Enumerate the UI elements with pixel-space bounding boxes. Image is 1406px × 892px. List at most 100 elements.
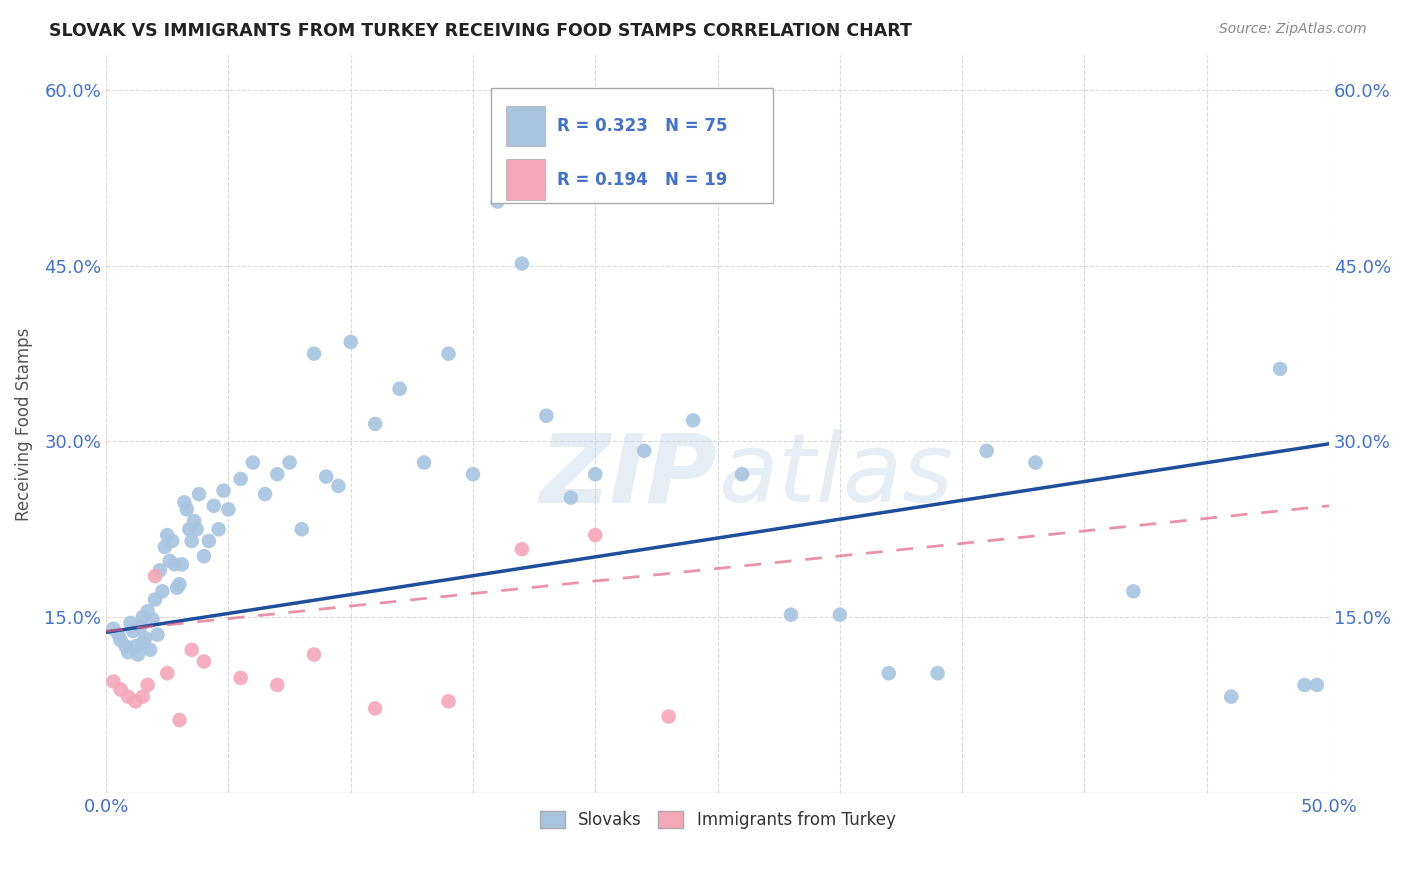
Point	[780, 607, 803, 622]
Point	[160, 533, 183, 548]
Point	[103, 622, 125, 636]
Point	[682, 413, 704, 427]
Point	[169, 577, 191, 591]
Point	[136, 678, 159, 692]
Point	[136, 604, 159, 618]
Point	[633, 443, 655, 458]
Point	[193, 655, 215, 669]
Point	[1220, 690, 1243, 704]
FancyBboxPatch shape	[506, 106, 546, 146]
Point	[124, 694, 146, 708]
Point	[339, 334, 361, 349]
Point	[134, 631, 156, 645]
Point	[114, 640, 136, 654]
FancyBboxPatch shape	[491, 88, 772, 202]
Point	[124, 640, 146, 654]
Point	[143, 569, 166, 583]
Point	[163, 558, 186, 572]
Point	[117, 645, 139, 659]
Point	[1024, 456, 1046, 470]
Point	[242, 456, 264, 470]
Point	[437, 694, 460, 708]
Text: Source: ZipAtlas.com: Source: ZipAtlas.com	[1219, 22, 1367, 37]
Point	[132, 610, 155, 624]
Point	[437, 346, 460, 360]
Point	[266, 678, 288, 692]
Point	[217, 502, 239, 516]
Point	[1268, 362, 1291, 376]
Point	[117, 690, 139, 704]
Point	[156, 666, 179, 681]
Point	[510, 542, 533, 557]
Point	[188, 487, 211, 501]
Point	[173, 495, 195, 509]
Point	[156, 528, 179, 542]
Point	[110, 682, 132, 697]
Point	[139, 643, 162, 657]
Point	[169, 713, 191, 727]
Point	[180, 533, 202, 548]
Point	[927, 666, 949, 681]
Point	[103, 674, 125, 689]
Point	[1122, 584, 1144, 599]
Point	[461, 467, 484, 482]
Point	[143, 592, 166, 607]
Point	[229, 472, 252, 486]
Point	[328, 479, 350, 493]
Point	[198, 533, 221, 548]
Point	[486, 194, 509, 209]
Point	[149, 563, 172, 577]
Point	[120, 615, 142, 630]
Point	[560, 491, 582, 505]
Point	[1294, 678, 1316, 692]
Text: atlas: atlas	[717, 429, 952, 522]
Point	[132, 690, 155, 704]
Point	[153, 540, 176, 554]
Point	[315, 469, 337, 483]
Point	[183, 514, 205, 528]
Point	[877, 666, 900, 681]
Point	[142, 612, 165, 626]
Point	[146, 627, 169, 641]
Point	[976, 443, 998, 458]
Point	[388, 382, 411, 396]
Point	[302, 648, 325, 662]
Point	[510, 256, 533, 270]
Point	[583, 528, 606, 542]
FancyBboxPatch shape	[506, 160, 546, 200]
Point	[159, 554, 181, 568]
Point	[302, 346, 325, 360]
Point	[107, 627, 129, 641]
Point	[166, 581, 188, 595]
Point	[207, 522, 229, 536]
Point	[110, 633, 132, 648]
Point	[536, 409, 558, 423]
Text: SLOVAK VS IMMIGRANTS FROM TURKEY RECEIVING FOOD STAMPS CORRELATION CHART: SLOVAK VS IMMIGRANTS FROM TURKEY RECEIVI…	[49, 22, 912, 40]
Point	[122, 624, 145, 639]
Point	[583, 467, 606, 482]
Point	[127, 648, 149, 662]
Point	[202, 499, 225, 513]
Point	[186, 522, 208, 536]
Point	[278, 456, 301, 470]
Text: R = 0.194   N = 19: R = 0.194 N = 19	[557, 170, 728, 189]
Point	[828, 607, 851, 622]
Point	[212, 483, 235, 498]
Point	[266, 467, 288, 482]
Y-axis label: Receiving Food Stamps: Receiving Food Stamps	[15, 327, 32, 521]
Point	[413, 456, 436, 470]
Point	[658, 709, 681, 723]
Point	[731, 467, 754, 482]
Point	[180, 643, 202, 657]
Point	[229, 671, 252, 685]
Point	[291, 522, 314, 536]
Point	[364, 417, 387, 431]
Point	[254, 487, 277, 501]
Text: R = 0.323   N = 75: R = 0.323 N = 75	[557, 117, 728, 135]
Point	[1306, 678, 1329, 692]
Legend: Slovaks, Immigrants from Turkey: Slovaks, Immigrants from Turkey	[533, 805, 903, 836]
Point	[170, 558, 193, 572]
Text: ZIP: ZIP	[540, 429, 717, 522]
Point	[364, 701, 387, 715]
Point	[193, 549, 215, 564]
